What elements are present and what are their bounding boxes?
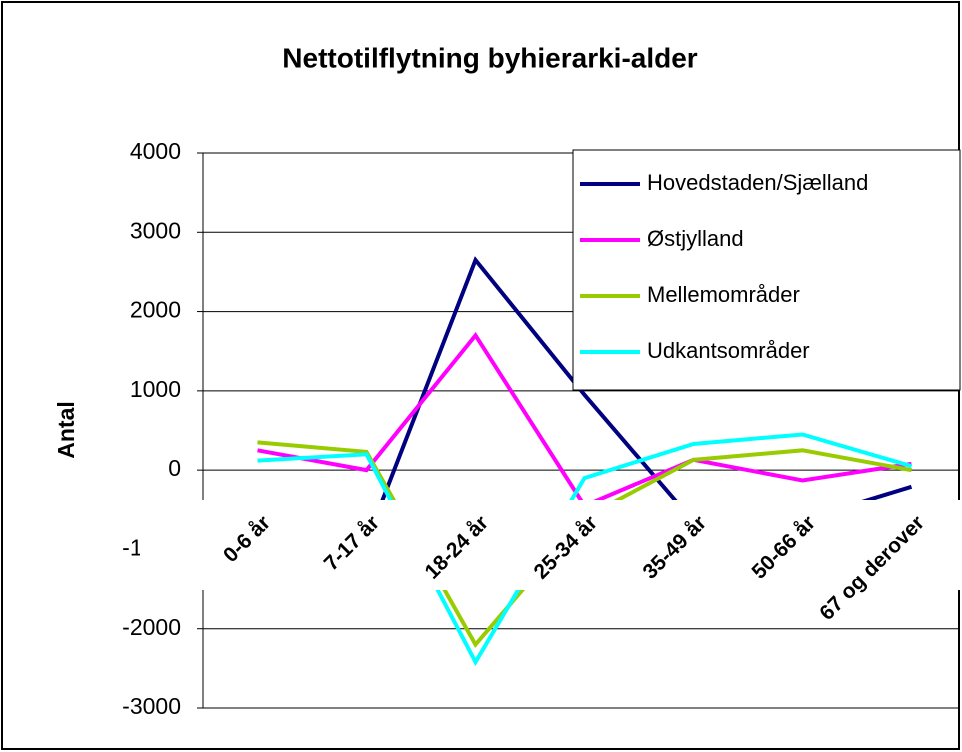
y-tick-label: -2000 bbox=[122, 614, 181, 640]
label-area: 0-6 år 7-17 år 18-24 år 25-34 år 35-49 år 50-… bbox=[140, 500, 960, 625]
y-tick-label: 1000 bbox=[130, 376, 181, 402]
y-tick-label: 2000 bbox=[130, 297, 181, 323]
legend-label: Mellemområder bbox=[647, 282, 800, 307]
y-tick-label: 3000 bbox=[130, 217, 181, 243]
y-tick-label: 4000 bbox=[130, 138, 181, 164]
legend-label: Hovedstaden/Sjælland bbox=[647, 170, 868, 195]
series-line bbox=[257, 432, 913, 667]
y-tick-label: -3000 bbox=[122, 693, 181, 719]
chart-title: Nettotilflytning byhierarki-alder bbox=[282, 42, 697, 73]
y-axis-title: Antal bbox=[53, 401, 79, 459]
label-background bbox=[140, 500, 960, 590]
legend-label: Østjylland bbox=[647, 226, 744, 251]
legend-label: Udkantsområder bbox=[647, 338, 810, 363]
y-tick-label: 0 bbox=[168, 455, 181, 481]
legend: Hovedstaden/Sjælland Østjylland Mellemområ… bbox=[572, 149, 961, 391]
